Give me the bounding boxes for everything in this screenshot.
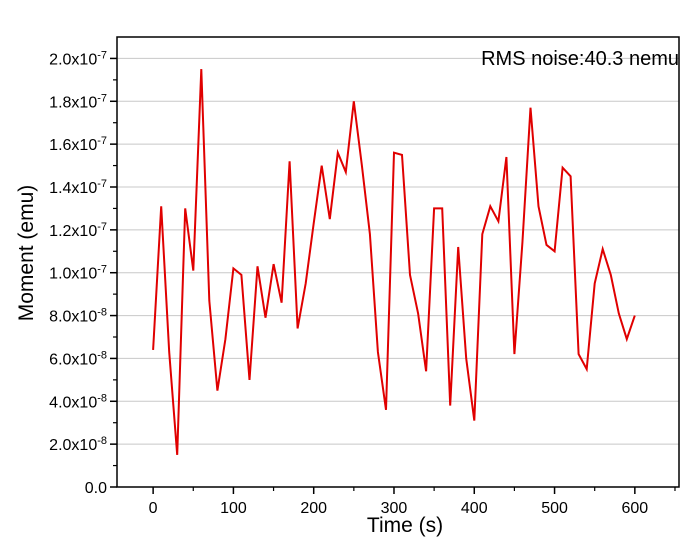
- y-axis-title: Moment (emu): [15, 185, 38, 322]
- axis-ticks: [110, 57, 676, 494]
- data-point: [610, 274, 612, 276]
- data-point: [505, 156, 507, 158]
- data-point: [626, 338, 628, 340]
- x-tick-label: 500: [541, 500, 568, 517]
- data-point: [232, 267, 234, 269]
- x-axis-title: Time (s): [367, 514, 443, 537]
- y-tick-label: 2.0x10-8: [49, 435, 107, 454]
- y-tick-label: 4.0x10-8: [49, 392, 107, 411]
- y-tick-label: 2.0x10-7: [49, 49, 107, 68]
- data-points: [152, 68, 636, 456]
- data-point: [265, 317, 267, 319]
- data-point: [441, 207, 443, 209]
- data-point: [529, 107, 531, 109]
- data-point: [489, 205, 491, 207]
- data-point: [313, 222, 315, 224]
- series-line: [152, 69, 636, 455]
- data-point: [594, 282, 596, 284]
- y-tick-label: 1.6x10-7: [49, 135, 107, 154]
- x-tick-label: 300: [381, 500, 408, 517]
- data-point: [321, 165, 323, 167]
- grid-lines: [117, 57, 679, 445]
- x-tick-label: 600: [621, 500, 648, 517]
- data-point: [497, 220, 499, 222]
- data-point: [208, 300, 210, 302]
- data-point: [329, 218, 331, 220]
- rms-noise-annotation: RMS noise:40.3 nemu: [481, 48, 679, 70]
- y-tick-label: 6.0x10-8: [49, 349, 107, 368]
- data-point: [216, 390, 218, 392]
- data-point: [257, 265, 259, 267]
- y-tick-label: 1.0x10-7: [49, 264, 107, 283]
- y-tick-label: 1.4x10-7: [49, 178, 107, 197]
- data-point: [401, 154, 403, 156]
- y-tick-label: 8.0x10-8: [49, 307, 107, 326]
- data-point: [176, 454, 178, 456]
- data-point: [297, 327, 299, 329]
- data-point: [345, 171, 347, 173]
- data-point: [361, 165, 363, 167]
- data-point: [457, 246, 459, 248]
- x-tick-labels: 0 100 200 300 400 500 600: [149, 500, 649, 517]
- data-point: [353, 100, 355, 102]
- x-tick-label: 400: [461, 500, 488, 517]
- data-point: [538, 205, 540, 207]
- data-point: [473, 420, 475, 422]
- data-point: [200, 68, 202, 70]
- data-point: [546, 244, 548, 246]
- y-tick-label: 1.8x10-7: [49, 92, 107, 111]
- data-point: [337, 152, 339, 154]
- y-tick-label: 0.0: [85, 480, 107, 497]
- data-point: [602, 248, 604, 250]
- data-point: [192, 270, 194, 272]
- x-tick-label: 100: [220, 500, 247, 517]
- x-tick-label: 200: [300, 500, 327, 517]
- data-point: [562, 167, 564, 169]
- data-point: [449, 405, 451, 407]
- x-tick-label: 0: [149, 500, 158, 517]
- data-point: [481, 233, 483, 235]
- data-point: [393, 152, 395, 154]
- data-point: [248, 379, 250, 381]
- data-point: [409, 274, 411, 276]
- data-point: [521, 242, 523, 244]
- data-point: [513, 353, 515, 355]
- data-point: [433, 207, 435, 209]
- data-point: [586, 368, 588, 370]
- data-point: [240, 274, 242, 276]
- data-point: [152, 349, 154, 351]
- data-point: [305, 282, 307, 284]
- data-point: [417, 312, 419, 314]
- plot-frame: [116, 36, 680, 488]
- data-point: [184, 207, 186, 209]
- data-point: [618, 312, 620, 314]
- data-point: [385, 409, 387, 411]
- data-point: [281, 302, 283, 304]
- y-tick-label: 1.2x10-7: [49, 221, 107, 240]
- data-point: [369, 233, 371, 235]
- data-point: [554, 250, 556, 252]
- y-tick-labels: 0.0 2.0x10-8 4.0x10-8 6.0x10-8 8.0x10-8 1.0x1…: [49, 49, 107, 497]
- data-point: [425, 370, 427, 372]
- data-point: [465, 357, 467, 359]
- data-point: [160, 205, 162, 207]
- data-point: [168, 351, 170, 353]
- data-point: [224, 338, 226, 340]
- data-point: [634, 315, 636, 317]
- data-point: [570, 175, 572, 177]
- data-point: [578, 353, 580, 355]
- data-point: [273, 263, 275, 265]
- data-point: [289, 160, 291, 162]
- data-point: [377, 351, 379, 353]
